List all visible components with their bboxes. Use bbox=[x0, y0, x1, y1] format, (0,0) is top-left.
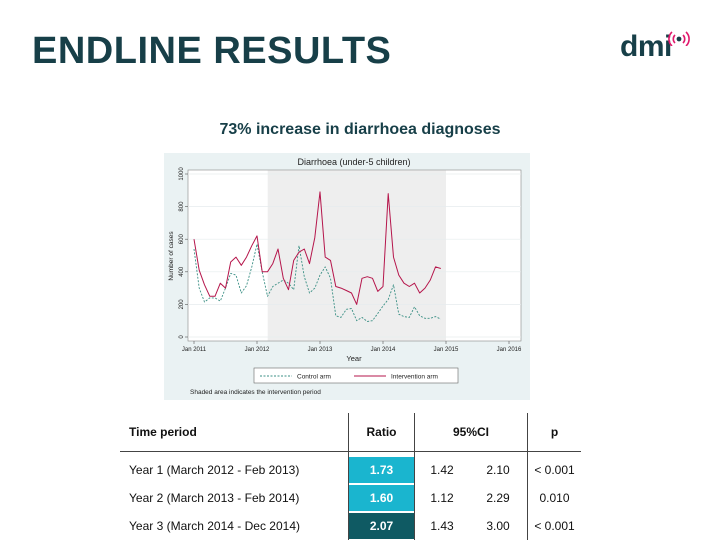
legend-intervention-label: Intervention arm bbox=[391, 374, 438, 381]
x-axis-label: Year bbox=[346, 354, 362, 363]
x-tick-label: Jan 2012 bbox=[245, 347, 270, 353]
brand-logo: dmi bbox=[620, 30, 692, 70]
row-ci-high: 2.29 bbox=[486, 491, 510, 505]
row-period: Year 2 (March 2013 - Feb 2014) bbox=[129, 491, 300, 505]
chart-note: Shaded area indicates the intervention p… bbox=[190, 389, 321, 396]
row-ratio: 2.07 bbox=[349, 513, 414, 539]
y-tick-label: 0 bbox=[179, 335, 185, 339]
y-axis-ticks: 0 200 400 600 800 1000 bbox=[179, 167, 188, 339]
table-row: Year 2 (March 2013 - Feb 2014) 1.60 1.12… bbox=[120, 484, 581, 512]
row-ci-high: 3.00 bbox=[486, 519, 510, 533]
row-p-value: 0.010 bbox=[527, 484, 581, 512]
header-ratio: Ratio bbox=[348, 413, 415, 452]
x-tick-label: Jan 2016 bbox=[497, 347, 522, 353]
table-row: Year 1 (March 2012 - Feb 2013) 1.73 1.42… bbox=[120, 451, 581, 484]
legend: Control arm Intervention arm bbox=[253, 367, 459, 384]
legend-control-label: Control arm bbox=[297, 374, 331, 381]
broadcast-icon bbox=[668, 31, 690, 46]
x-tick-label: Jan 2011 bbox=[182, 347, 207, 353]
header-ci: 95%CI bbox=[414, 413, 528, 452]
chart-headline: 73% increase in diarrhoea diagnoses bbox=[219, 121, 501, 138]
row-p-value: < 0.001 bbox=[527, 451, 581, 484]
y-tick-label: 400 bbox=[179, 266, 185, 277]
page-title: ENDLINE RESULTS bbox=[32, 30, 392, 72]
row-ratio: 1.60 bbox=[349, 485, 414, 511]
y-tick-label: 800 bbox=[179, 201, 185, 212]
header-p: p bbox=[527, 413, 581, 452]
y-axis-label: Number of cases bbox=[168, 231, 175, 281]
header-time-period: Time period bbox=[120, 413, 349, 452]
row-ci-high: 2.10 bbox=[486, 463, 510, 477]
intervention-arm-line bbox=[193, 191, 441, 305]
x-tick-label: Jan 2013 bbox=[308, 347, 333, 353]
row-p-value: < 0.001 bbox=[527, 512, 581, 540]
chart-title: Diarrhoea (under-5 children) bbox=[297, 157, 410, 167]
results-table: Time period Ratio 95%CI p Year 1 (March … bbox=[120, 413, 581, 540]
series-lines bbox=[193, 191, 441, 322]
y-tick-label: 200 bbox=[179, 299, 185, 310]
row-ratio: 1.73 bbox=[349, 457, 414, 483]
x-axis-ticks: Jan 2011 Jan 2012 Jan 2013 Jan 2014 Jan 2015… bbox=[182, 341, 522, 353]
logo-text: dmi bbox=[620, 30, 672, 63]
x-tick-label: Jan 2014 bbox=[371, 347, 396, 353]
grid-lines bbox=[188, 173, 521, 338]
x-tick-label: Jan 2015 bbox=[434, 347, 459, 353]
row-ci-low: 1.43 bbox=[430, 519, 454, 533]
y-tick-label: 1000 bbox=[179, 167, 185, 181]
table-header-row: Time period Ratio 95%CI p bbox=[120, 413, 581, 452]
row-period: Year 1 (March 2012 - Feb 2013) bbox=[129, 463, 300, 477]
table-row: Year 3 (March 2014 - Dec 2014) 2.07 1.43… bbox=[120, 512, 581, 540]
row-period: Year 3 (March 2014 - Dec 2014) bbox=[129, 519, 300, 533]
y-tick-label: 600 bbox=[179, 234, 185, 245]
row-ci-low: 1.42 bbox=[430, 463, 454, 477]
row-ci-low: 1.12 bbox=[430, 491, 454, 505]
control-arm-line bbox=[193, 243, 441, 322]
